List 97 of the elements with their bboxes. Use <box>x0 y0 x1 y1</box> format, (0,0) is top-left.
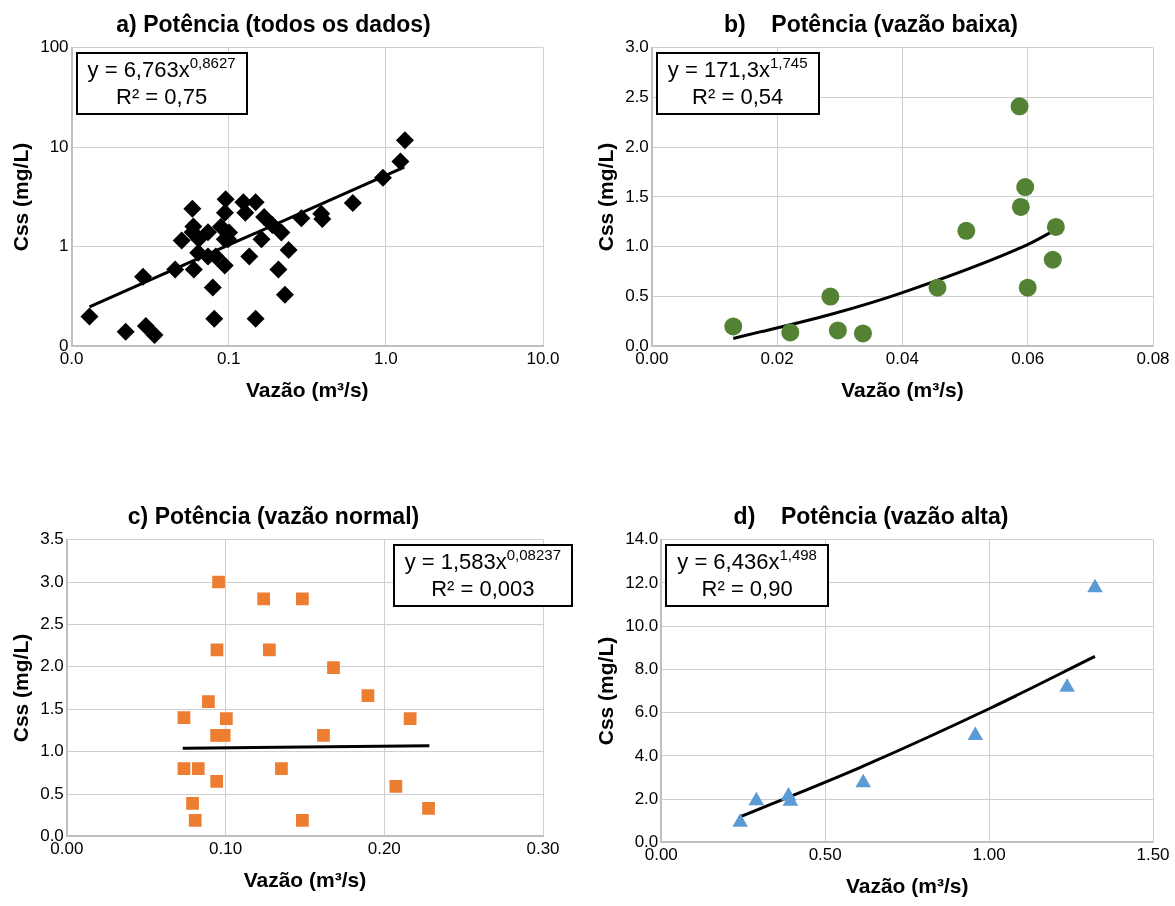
annotation: y = 171,3x$^{1,745}$ <box>667 53 808 82</box>
point <box>188 813 202 827</box>
point <box>1046 217 1065 236</box>
point <box>732 813 748 827</box>
y-axis-title: Css (mg/L) <box>9 633 33 743</box>
x-axis-title: Vazão (m³/s) <box>841 378 964 402</box>
y-tick-label: 1.5 <box>40 698 64 718</box>
y-tick-label: 8.0 <box>634 659 659 679</box>
point <box>257 592 271 606</box>
x-tick-label: 1.0 <box>374 349 398 369</box>
y-tick-label: 2.5 <box>40 614 64 634</box>
point <box>928 278 947 297</box>
annotation: R² = 0,54 <box>692 84 784 110</box>
point <box>828 321 847 340</box>
point <box>317 729 330 742</box>
point <box>724 317 743 336</box>
point <box>781 323 800 342</box>
point <box>296 813 309 827</box>
point <box>177 711 191 725</box>
x-tick-label: 0.20 <box>367 839 401 859</box>
point <box>1016 178 1035 197</box>
x-axis-title: Vazão (m³/s) <box>246 378 369 402</box>
point <box>748 791 765 806</box>
y-tick-label: 10 <box>49 136 69 156</box>
point <box>1059 678 1075 692</box>
x-tick-label: 0.50 <box>808 845 842 865</box>
y-tick-label: 12.0 <box>625 572 659 592</box>
x-axis-title: Vazão (m³/s) <box>243 868 367 892</box>
point <box>210 774 224 788</box>
annotation: R² = 0,75 <box>116 84 208 110</box>
point <box>275 762 288 775</box>
point <box>957 221 976 240</box>
x-tick-label: 0.06 <box>1011 349 1045 369</box>
y-tick-label: 0.5 <box>40 783 64 803</box>
y-tick-label: 1.0 <box>40 741 64 761</box>
point <box>191 762 205 775</box>
chart-title: c) Potência (vazão normal) <box>127 503 420 530</box>
y-tick-label: 10.0 <box>625 615 659 635</box>
point <box>361 689 375 702</box>
y-tick-label: 3.0 <box>40 571 64 591</box>
x-axis-title: Vazão (m³/s) <box>845 874 969 898</box>
point <box>202 695 215 708</box>
x-tick-label: 0.10 <box>209 839 243 859</box>
y-tick-label: 0.5 <box>625 286 649 306</box>
point <box>821 287 840 306</box>
point <box>217 729 231 742</box>
point <box>177 762 191 775</box>
point <box>422 802 435 815</box>
point <box>389 780 403 793</box>
point <box>327 661 340 675</box>
y-tick-label: 2.0 <box>625 136 649 156</box>
chart-title: a) Potência (todos os dados) <box>116 11 431 38</box>
x-tick-label: 0.02 <box>760 349 794 369</box>
x-tick-label: 1.50 <box>1136 845 1170 865</box>
chart-title: d) Potência (vazão alta) <box>733 503 1009 530</box>
annotation: y = 6,436x$^{1,498}$ <box>677 545 817 574</box>
y-tick-label: 3.0 <box>625 37 649 57</box>
point <box>1087 578 1103 593</box>
point <box>219 712 233 725</box>
annotation: y = 1,583x$^{0,08237}$ <box>404 545 561 574</box>
chart-title: b) Potência (vazão baixa) <box>724 11 1018 38</box>
y-tick-label: 2.0 <box>40 656 64 676</box>
point <box>1011 197 1030 216</box>
y-tick-label: 1.0 <box>625 236 649 256</box>
y-tick-label: 3.5 <box>40 529 64 549</box>
x-tick-label: 0.1 <box>216 349 241 369</box>
annotation: y = 6,763x$^{0,8627}$ <box>87 53 236 82</box>
y-tick-label: 2.0 <box>634 788 659 808</box>
y-axis-title: Css (mg/L) <box>9 142 33 252</box>
y-tick-label: 14.0 <box>625 529 659 549</box>
y-tick-label: 6.0 <box>634 702 659 722</box>
x-tick-label: 10.0 <box>526 349 560 369</box>
point <box>212 575 225 589</box>
y-axis-title: Css (mg/L) <box>594 142 618 252</box>
point <box>210 643 224 657</box>
point <box>403 712 417 725</box>
x-tick-label: 1.00 <box>972 845 1006 865</box>
y-tick-label: 1.5 <box>625 186 649 206</box>
point <box>1010 97 1029 116</box>
point <box>296 592 309 606</box>
y-axis-title: Css (mg/L) <box>594 636 618 746</box>
y-tick-label: 2.5 <box>625 87 649 107</box>
point <box>263 643 276 657</box>
y-tick-label: 1 <box>59 236 69 256</box>
y-tick-label: 100 <box>40 37 69 57</box>
point <box>186 796 199 810</box>
point <box>1018 278 1037 297</box>
x-tick-label: 0.08 <box>1136 349 1170 369</box>
annotation: R² = 0,90 <box>701 576 793 602</box>
x-tick-label: 0.30 <box>526 839 560 859</box>
point <box>855 773 872 788</box>
y-tick-label: 4.0 <box>634 745 659 765</box>
point <box>853 324 872 343</box>
point <box>1043 250 1062 269</box>
annotation: R² = 0,003 <box>431 576 535 602</box>
x-tick-label: 0.04 <box>885 349 919 369</box>
point <box>967 726 984 741</box>
